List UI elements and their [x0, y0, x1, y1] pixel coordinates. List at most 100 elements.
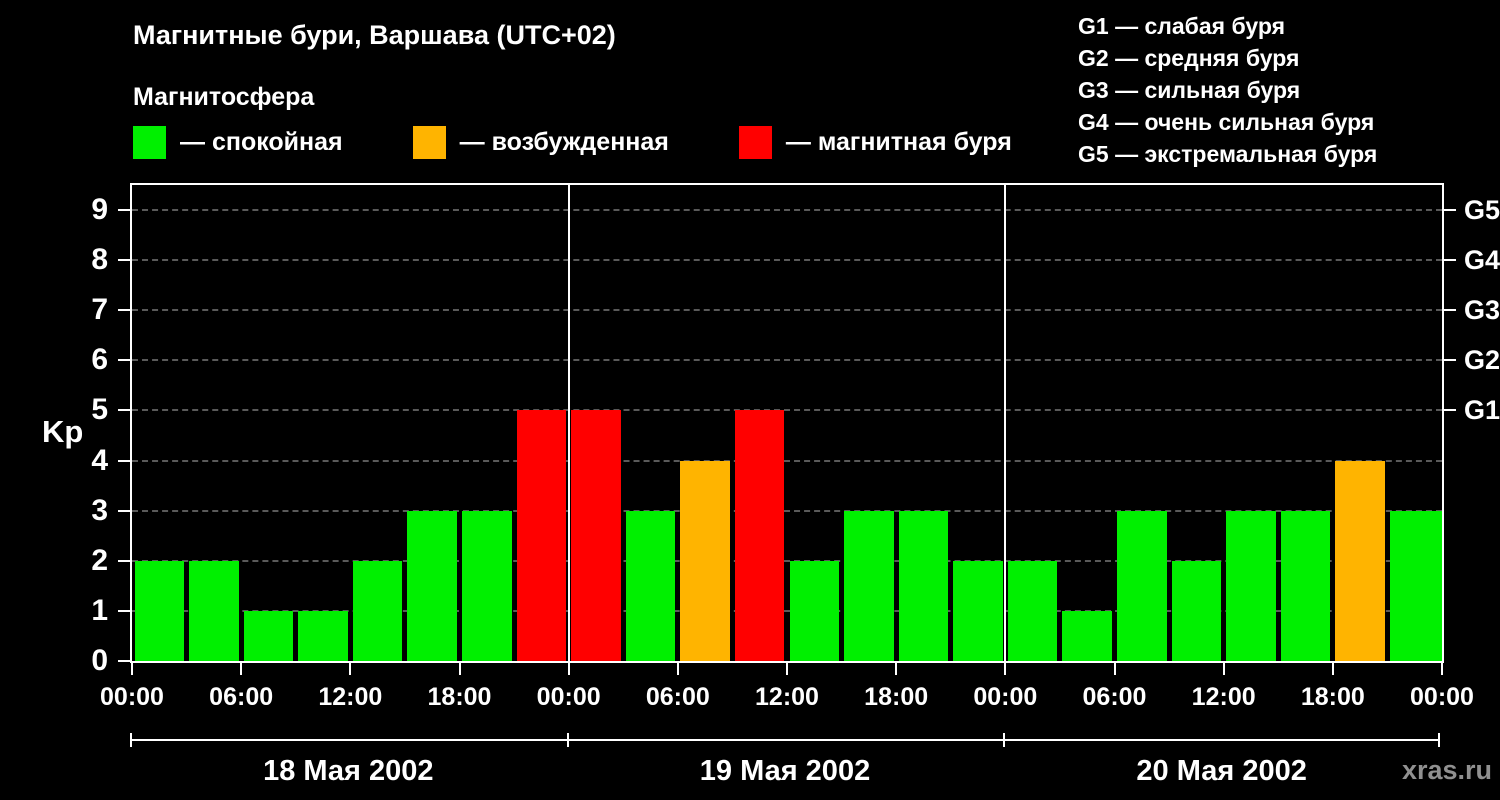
right-axis-tick [1444, 359, 1456, 362]
plot-area [132, 185, 1442, 661]
kp-bar [298, 610, 348, 661]
x-axis-tick [240, 663, 243, 675]
kp-bar [134, 560, 185, 661]
x-axis-tick [131, 663, 133, 675]
x-axis-tick [895, 663, 898, 675]
x-axis-tick [1331, 663, 1334, 675]
kp-bar [407, 510, 457, 661]
magnetosphere-heading: Магнитосфера [133, 83, 315, 111]
date-axis-line [130, 739, 1440, 741]
right-axis-label: G2 [1464, 345, 1500, 376]
x-axis-label: 00:00 [100, 683, 164, 711]
y-axis-tick [118, 459, 130, 462]
date-axis-tick [1003, 733, 1006, 747]
right-axis-label: G4 [1464, 245, 1500, 276]
legend-swatch [412, 126, 446, 159]
x-axis-label: 12:00 [1191, 683, 1256, 711]
kp-bar [1171, 560, 1222, 661]
kp-bar [516, 410, 567, 661]
watermark: xras.ru [1401, 755, 1492, 785]
x-axis-tick [786, 663, 788, 675]
right-axis-label: G1 [1464, 395, 1500, 426]
right-axis-tick [1444, 209, 1456, 212]
date-axis-tick [1438, 733, 1440, 747]
kp-bar [844, 510, 894, 661]
x-axis-label: 18:00 [1300, 683, 1365, 711]
y-axis-label: 6 [91, 343, 108, 377]
y-axis-tick [118, 609, 130, 612]
x-axis-tick [1222, 663, 1225, 675]
kp-chart: 0 1 2 3 4 5 6 7 8 9 G1 G2 G3 G4 G5 00:00 06:00 12:00 18:00… [91, 183, 1500, 711]
x-axis-label: 06:00 [1082, 683, 1147, 711]
kp-bar [571, 410, 621, 661]
gridline [132, 209, 1442, 212]
kp-bar [1335, 460, 1385, 661]
x-axis-label: 12:00 [755, 683, 819, 711]
x-axis-tick [349, 663, 352, 675]
kp-bar [898, 510, 949, 661]
x-axis-label: 06:00 [209, 683, 274, 711]
right-axis-tick [1444, 409, 1456, 412]
gridline [132, 309, 1442, 312]
right-axis-tick [1444, 259, 1456, 262]
gridline [132, 459, 1442, 462]
gridline [132, 359, 1442, 362]
y-axis-label: 4 [91, 443, 108, 477]
y-axis-label: 8 [91, 243, 108, 277]
kp-bar [1117, 510, 1167, 661]
legend-label: — спокойная [180, 128, 343, 156]
kp-bar [1062, 610, 1112, 661]
y-axis-label: 9 [91, 193, 108, 227]
storm-scale-item: G1 — слабая буря [1078, 13, 1286, 39]
y-axis-label: 2 [91, 543, 108, 577]
x-axis-tick [1004, 663, 1007, 675]
legend-item: — спокойная [133, 126, 343, 159]
kp-bar [1007, 560, 1058, 661]
legend-item: — возбужденная [412, 126, 669, 159]
kp-bar [625, 510, 676, 661]
kp-bar [462, 510, 512, 661]
x-axis-tick [1441, 663, 1443, 675]
storm-scale-item: G4 — очень сильная буря [1078, 109, 1375, 135]
storm-scale-legend: G1 — слабая буря G2 — средняя буря G3 — си… [1078, 10, 1377, 170]
y-axis-tick [118, 509, 130, 512]
x-axis-label: 00:00 [536, 683, 601, 711]
legend-item: — магнитная буря [738, 126, 1012, 159]
gridline [132, 609, 1442, 612]
storm-scale-item: G2 — средняя буря [1078, 45, 1300, 71]
kp-bar-partial [1430, 510, 1442, 661]
gridline [132, 259, 1442, 262]
date-axis-tick [566, 733, 569, 747]
x-axis-tick [676, 663, 679, 675]
kp-bar [680, 460, 730, 661]
right-axis-tick [1444, 309, 1456, 312]
y-axis-tick [118, 259, 130, 262]
kp-bar [189, 560, 239, 661]
y-axis-label: 5 [91, 393, 108, 427]
y-axis-label: 0 [91, 644, 108, 677]
date-axis-tick [130, 733, 132, 747]
gridline [132, 559, 1442, 562]
magnetosphere-legend: — спокойная — возбужденная — магнитная бур… [133, 126, 1082, 159]
kp-bar [243, 610, 294, 661]
y-axis-tick [118, 559, 130, 562]
y-axis-label: 7 [91, 293, 108, 327]
x-axis-tick [567, 663, 570, 675]
y-axis-tick [118, 409, 130, 412]
day-separator-line [1004, 185, 1007, 661]
y-axis-tick [118, 660, 130, 662]
y-axis-label: 1 [91, 593, 108, 627]
x-axis-label: 18:00 [864, 683, 929, 711]
date-label: 20 Мая 2002 [1136, 755, 1307, 787]
gridline [132, 409, 1442, 412]
y-axis-tick [118, 359, 130, 362]
page-title: Магнитные бури, Варшава (UTC+02) [133, 20, 616, 50]
legend-label: — возбужденная [459, 128, 669, 156]
date-label: 19 Мая 2002 [699, 755, 871, 787]
right-axis-label: G3 [1464, 295, 1500, 326]
kp-bar [1280, 510, 1331, 661]
kp-bar [352, 560, 403, 661]
x-axis-label: 00:00 [973, 683, 1038, 711]
kp-bar [1226, 510, 1276, 661]
